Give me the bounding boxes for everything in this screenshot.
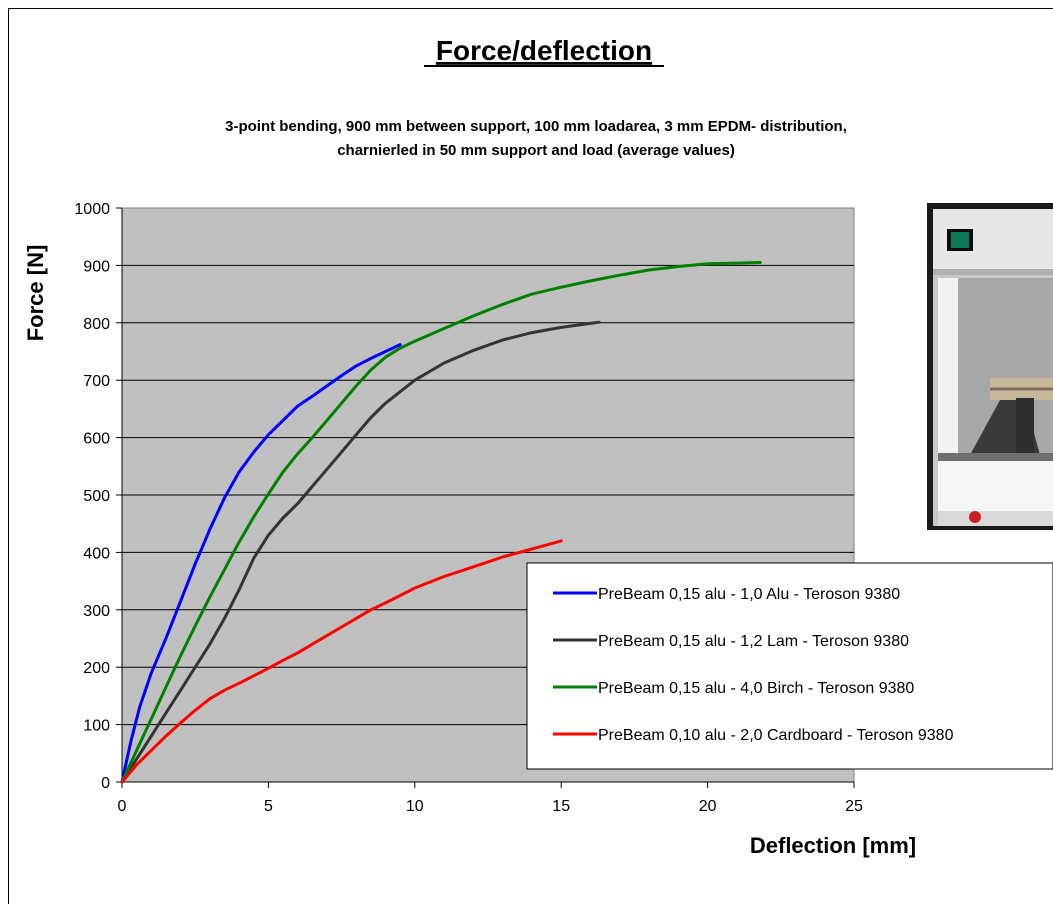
x-tick-label: 15 [552,798,570,815]
tick-labels: 0 100 200 300 400 500 600 700 800 900 1000 0 5 10 15 20… [74,201,863,815]
chart-subtitle-line-2: charnierled in 50 mm support and load (a… [337,142,735,159]
chart-title: Force/deflection [436,35,652,66]
y-tick-label: 400 [83,545,110,562]
legend-label-4: PreBeam 0,10 alu - 2,0 Cardboard - Teros… [598,727,954,744]
x-tick-label: 25 [845,798,863,815]
legend-label-3: PreBeam 0,15 alu - 4,0 Birch - Teroson 9… [598,680,914,697]
y-tick-label: 200 [83,660,110,677]
series-line-1 [120,343,402,784]
x-tick-label: 5 [264,798,273,815]
y-tick-label: 700 [83,373,110,390]
test-rig-photo [927,203,1053,530]
series-line-4 [120,539,563,784]
legend-box [526,562,1053,770]
series-line-2 [120,320,601,784]
y-tick-label: 800 [83,316,110,333]
y-tick-label: 600 [83,431,110,448]
x-tick-label: 10 [406,798,424,815]
x-axis-title: Deflection [mm] [750,833,916,858]
y-tick-label: 0 [101,775,110,792]
series-line-3 [120,261,762,784]
y-tick-label: 100 [83,718,110,735]
series-lines [120,261,762,784]
y-tick-label: 500 [83,488,110,505]
axes [116,207,855,788]
x-tick-label: 20 [699,798,717,815]
x-tick-label: 0 [118,798,127,815]
y-tick-label: 300 [83,603,110,620]
y-tick-label: 1000 [74,201,110,218]
legend-label-1: PreBeam 0,15 alu - 1,0 Alu - Teroson 938… [598,586,900,603]
legend-label-2: PreBeam 0,15 alu - 1,2 Lam - Teroson 938… [598,633,909,650]
y-tick-label: 900 [83,258,110,275]
legend: PreBeam 0,15 alu - 1,0 Alu - Teroson 938… [526,562,1053,770]
chart-frame [8,8,1053,904]
gridlines [122,264,854,726]
chart-subtitle-line-1: 3-point bending, 900 mm between support,… [225,118,847,135]
y-axis-title: Force [N] [23,245,48,342]
